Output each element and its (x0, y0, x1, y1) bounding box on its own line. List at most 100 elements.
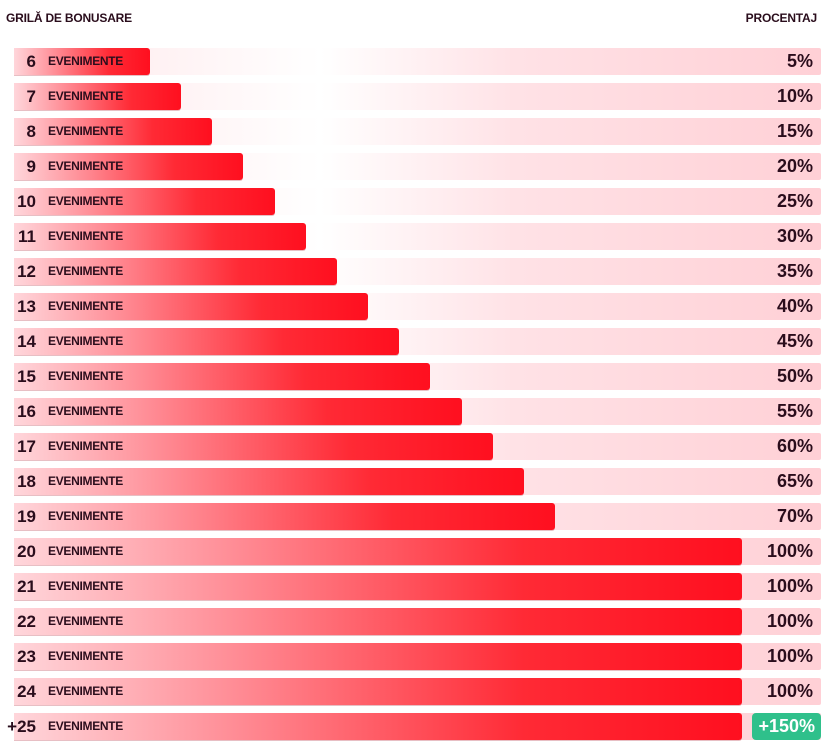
event-count-label: 16 (17, 402, 36, 421)
events-label: EVENIMENTE (48, 614, 124, 628)
percentage-label: 100% (766, 541, 813, 561)
events-label: EVENIMENTE (48, 649, 124, 663)
events-label: EVENIMENTE (48, 684, 124, 698)
event-count-label: 7 (26, 87, 36, 106)
percentage-label: 55% (776, 401, 813, 421)
bonus-row: 22 EVENIMENTE 100% (14, 608, 821, 635)
bonus-bar (14, 713, 742, 740)
events-label: EVENIMENTE (48, 159, 124, 173)
event-count-label: 17 (17, 437, 36, 456)
event-count-label: 12 (17, 262, 36, 281)
percentage-label: 45% (776, 331, 813, 351)
bonus-bar (14, 608, 742, 635)
bonus-row: 19 EVENIMENTE 70% (14, 503, 821, 530)
events-label: EVENIMENTE (48, 544, 124, 558)
percentage-badge: +150% (752, 713, 821, 740)
percentage-label: 5% (786, 51, 813, 71)
event-count-label: 9 (26, 157, 36, 176)
bonus-bar (14, 188, 275, 215)
bonus-row: 8 EVENIMENTE 15% (14, 118, 821, 145)
bonus-row: 18 EVENIMENTE 65% (14, 468, 821, 495)
column-header-percentage: PROCENTAJ (745, 11, 818, 25)
event-count-label: 20 (17, 542, 36, 561)
events-label: EVENIMENTE (48, 404, 124, 418)
percentage-label: 15% (776, 121, 813, 141)
bonus-bar (14, 503, 556, 530)
bonus-row: 17 EVENIMENTE 60% (14, 433, 821, 460)
bonus-bar (14, 328, 400, 355)
bonus-row: 14 EVENIMENTE 45% (14, 328, 821, 355)
event-count-label: 22 (17, 612, 36, 631)
events-label: EVENIMENTE (48, 194, 124, 208)
percentage-label: 60% (776, 436, 813, 456)
event-count-label: 23 (17, 647, 36, 666)
bonus-bar (14, 258, 337, 285)
percentage-label: 35% (776, 261, 813, 281)
bonus-row: 23 EVENIMENTE 100% (14, 643, 821, 670)
percentage-label: 70% (776, 506, 813, 526)
events-label: EVENIMENTE (48, 439, 124, 453)
bonus-row: 12 EVENIMENTE 35% (14, 258, 821, 285)
events-label: EVENIMENTE (48, 299, 124, 313)
bonus-row: 9 EVENIMENTE 20% (14, 153, 821, 180)
event-count-label: 14 (17, 332, 36, 351)
percentage-label: 25% (776, 191, 813, 211)
bonus-bar (14, 363, 431, 390)
bonus-bar (14, 153, 244, 180)
percentage-label: 100% (766, 681, 813, 701)
percentage-label: 100% (766, 576, 813, 596)
event-count-label: 8 (26, 122, 36, 141)
event-count-label: 19 (17, 507, 36, 526)
percentage-label: 100% (766, 646, 813, 666)
events-label: EVENIMENTE (48, 124, 124, 138)
bonus-bar (14, 293, 369, 320)
event-count-label: 13 (17, 297, 36, 316)
bonus-row: 10 EVENIMENTE 25% (14, 188, 821, 215)
event-count-label: +25 (7, 717, 36, 736)
bonus-bar (14, 538, 742, 565)
bonus-bar (14, 468, 524, 495)
events-label: EVENIMENTE (48, 229, 124, 243)
events-label: EVENIMENTE (48, 89, 124, 103)
event-count-label: 6 (26, 52, 36, 71)
event-count-label: 18 (17, 472, 36, 491)
percentage-label: 50% (776, 366, 813, 386)
bonus-bar (14, 678, 742, 705)
bonus-bar (14, 83, 182, 110)
bonus-bar (14, 118, 213, 145)
percentage-label: 10% (776, 86, 813, 106)
bonus-row: 20 EVENIMENTE 100% (14, 538, 821, 565)
bonus-bar (14, 223, 306, 250)
events-label: EVENIMENTE (48, 369, 124, 383)
bonus-row: 16 EVENIMENTE 55% (14, 398, 821, 425)
percentage-label: 30% (776, 226, 813, 246)
events-label: EVENIMENTE (48, 474, 124, 488)
events-label: EVENIMENTE (48, 509, 124, 523)
event-count-label: 11 (18, 227, 36, 246)
bonus-bar (14, 48, 150, 75)
percentage-label: 65% (776, 471, 813, 491)
event-count-label: 24 (17, 682, 36, 701)
bonus-bar (14, 643, 742, 670)
event-count-label: 10 (17, 192, 36, 211)
events-label: EVENIMENTE (48, 719, 124, 733)
bonus-bar (14, 433, 493, 460)
percentage-label: 100% (766, 611, 813, 631)
column-header-bonus-grid: GRILĂ DE BONUSARE (6, 11, 132, 25)
bonus-row: 24 EVENIMENTE 100% (14, 678, 821, 705)
bonus-row: 11 EVENIMENTE 30% (14, 223, 821, 250)
bonus-row: 21 EVENIMENTE 100% (14, 573, 821, 600)
events-label: EVENIMENTE (48, 579, 124, 593)
percentage-label: 40% (776, 296, 813, 316)
percentage-label: 20% (776, 156, 813, 176)
events-label: EVENIMENTE (48, 54, 124, 68)
bonus-row: +25 EVENIMENTE +150% (7, 713, 821, 740)
bonus-bar (14, 398, 462, 425)
bonus-bar (14, 573, 742, 600)
event-count-label: 15 (17, 367, 36, 386)
events-label: EVENIMENTE (48, 334, 124, 348)
bonus-row: 7 EVENIMENTE 10% (14, 83, 821, 110)
bonus-row: 15 EVENIMENTE 50% (14, 363, 821, 390)
events-label: EVENIMENTE (48, 264, 124, 278)
